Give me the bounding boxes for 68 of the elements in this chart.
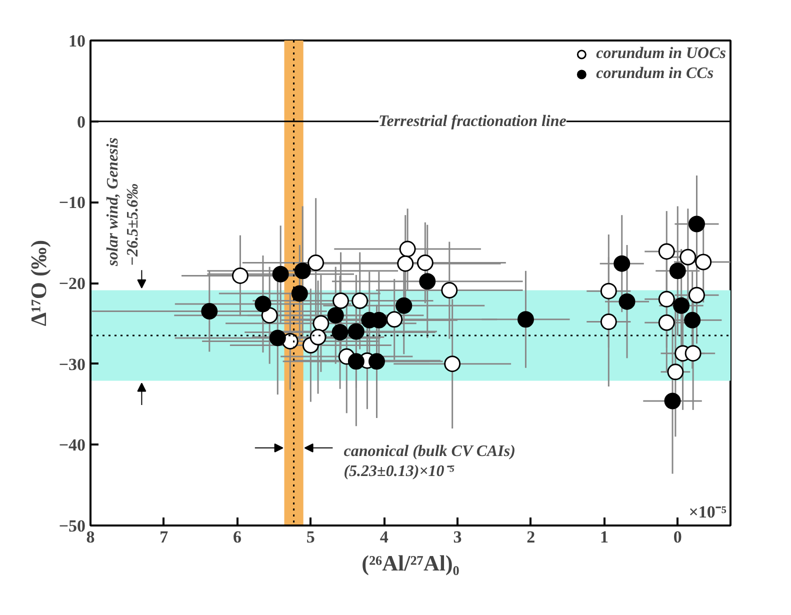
point (517, 311, 534, 328)
point (600, 314, 617, 330)
point (684, 345, 702, 362)
point (201, 303, 218, 320)
point (680, 248, 696, 266)
y-tick-label: −30 (58, 354, 86, 374)
legend-label: corundum in UOCs (596, 45, 726, 63)
point (254, 296, 272, 312)
point (332, 324, 348, 341)
annotation: ×10⁻⁵ (688, 502, 727, 522)
point (327, 307, 344, 324)
point (261, 307, 278, 324)
y-tick-label: 0 (77, 112, 86, 132)
point (614, 255, 630, 272)
point (310, 328, 326, 346)
point (658, 290, 675, 308)
x-tick-label: 5 (306, 528, 315, 546)
point (419, 273, 436, 290)
x-tick-label: 6 (233, 528, 242, 546)
x-axis-title: (²⁶Al/²⁷Al)₀ (362, 550, 460, 576)
point (312, 315, 330, 332)
point (688, 216, 705, 232)
ref-line-label: Terrestrial fractionation line (378, 112, 566, 130)
band-label: solar wind, Genesis −26.5±5.6‰ (104, 138, 142, 268)
x-tick-label: 2 (526, 528, 536, 546)
point (673, 297, 690, 314)
point (416, 254, 434, 272)
x-tick-label: 8 (86, 528, 95, 546)
point (269, 330, 286, 346)
x-tick-label: 7 (160, 528, 169, 546)
point (332, 292, 350, 310)
legend-label: corundum in CCs (596, 65, 714, 83)
y-tick-label: 10 (68, 32, 86, 50)
x-tick-label: 0 (673, 528, 682, 546)
point (348, 323, 364, 340)
point (444, 356, 461, 372)
point (658, 314, 675, 331)
point (684, 312, 701, 328)
point (386, 311, 403, 328)
point (667, 364, 684, 380)
point (658, 243, 675, 260)
band-label: canonical (bulk CV CAIs) (5.23±0.13)×10⁻⁵ (344, 442, 516, 480)
point (397, 255, 414, 272)
point (600, 282, 617, 300)
y-tick-label: −50 (58, 516, 86, 536)
y-tick-label: −20 (58, 274, 86, 293)
y-tick-label: −10 (58, 193, 86, 212)
point (688, 286, 705, 304)
x-tick-label: 4 (380, 528, 389, 546)
point (272, 266, 289, 282)
point (368, 353, 385, 370)
point (399, 240, 416, 258)
point (308, 254, 324, 272)
point (396, 297, 412, 314)
point (669, 262, 686, 280)
point (352, 292, 368, 310)
point (291, 285, 308, 302)
point (441, 282, 458, 299)
y-axis-title: Δ¹⁷O (‰) (26, 240, 51, 326)
point (695, 254, 712, 270)
x-tick-label: 3 (453, 528, 462, 546)
x-tick-label: 1 (600, 528, 609, 546)
point (664, 392, 681, 410)
point (348, 353, 364, 370)
point (232, 267, 248, 284)
y-tick-label: −40 (58, 436, 86, 455)
point (294, 262, 311, 280)
point (618, 293, 636, 310)
